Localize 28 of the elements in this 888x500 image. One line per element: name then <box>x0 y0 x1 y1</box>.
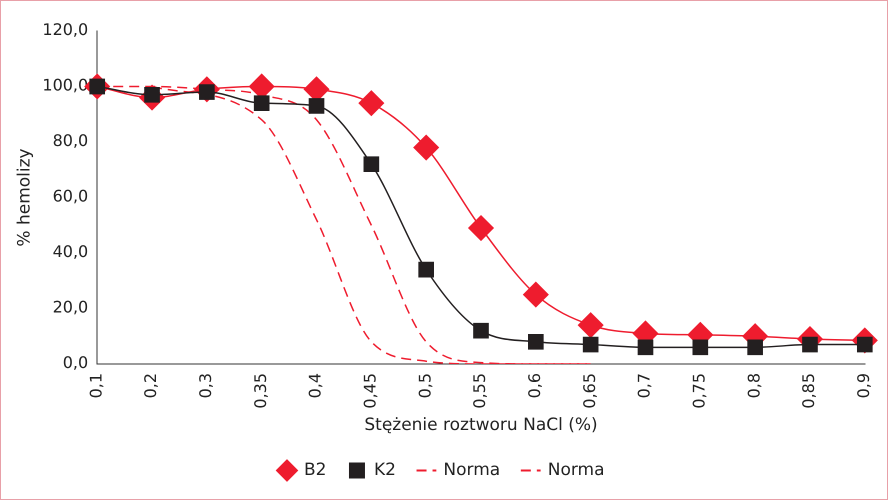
y-tick-label: 40,0 <box>52 242 88 262</box>
x-tick-label: 0,5 <box>415 372 434 398</box>
y-tick-label: 20,0 <box>52 298 88 317</box>
x-tick-label: 0,9 <box>854 372 873 398</box>
y-tick-label: 60,0 <box>52 186 88 206</box>
x-tick-label: 0,3 <box>196 372 216 398</box>
x-tick-label: 0,6 <box>524 372 544 398</box>
x-tick-label: 0,75 <box>689 372 708 409</box>
legend-label: Norma <box>443 460 500 480</box>
x-tick-label: 0,4 <box>306 372 325 398</box>
x-tick-label: 0,65 <box>580 372 599 409</box>
y-tick-label: 120,0 <box>42 20 88 40</box>
legend-label: B2 <box>304 460 326 480</box>
x-tick-label: 0,85 <box>799 372 818 409</box>
x-tick-label: 0,35 <box>250 372 270 409</box>
legend-label: K2 <box>374 460 396 480</box>
x-tick-label: 0,8 <box>744 372 764 398</box>
x-tick-label: 0,7 <box>634 372 654 398</box>
legend-label: Norma <box>548 460 605 480</box>
y-axis-title: % hemolizy <box>14 148 35 247</box>
x-tick-label: 0,55 <box>470 372 490 409</box>
x-tick-label: 0,1 <box>86 372 106 398</box>
y-tick-label: 80,0 <box>52 131 88 150</box>
y-tick-label: 0,0 <box>62 353 88 372</box>
x-tick-label: 0,2 <box>141 372 160 398</box>
y-tick-label: 100,0 <box>42 76 88 95</box>
x-axis-title: Stężenie roztworu NaCl (%) <box>364 415 598 436</box>
x-tick-label: 0,45 <box>360 372 380 409</box>
